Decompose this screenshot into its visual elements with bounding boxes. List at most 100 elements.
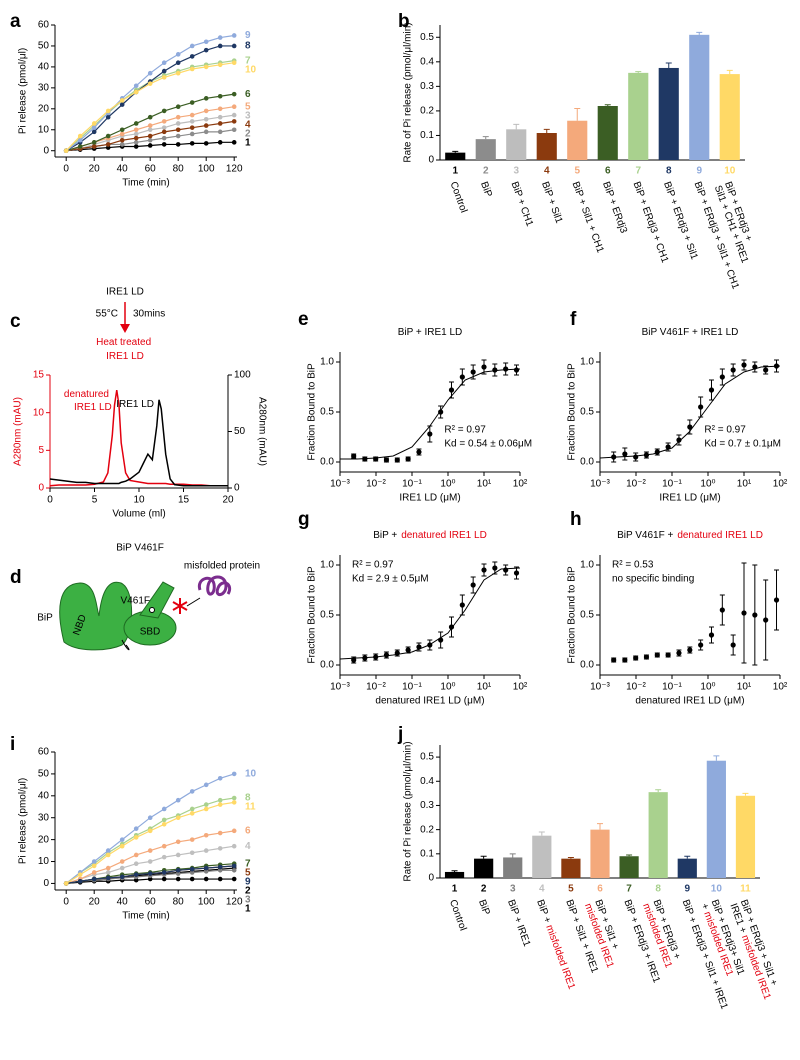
data-point (231, 60, 237, 66)
data-point (730, 642, 736, 648)
data-point (459, 602, 465, 608)
error-bar (713, 755, 720, 761)
data-point (622, 657, 628, 663)
data-point (91, 125, 97, 130)
text-segment: Control (448, 180, 469, 214)
data-point (752, 364, 758, 370)
text-segment: BiP + Sil1 (539, 180, 564, 225)
data-point (394, 650, 400, 656)
data-point (362, 456, 368, 462)
category-number: 1 (452, 884, 458, 895)
data-point (231, 104, 237, 110)
y-axis-label: Rate of Pi release (pmol/μl/min) (403, 741, 414, 881)
data-point (643, 452, 650, 458)
bar (445, 152, 466, 160)
y-tick-label: 0.3 (420, 800, 434, 811)
data-point (611, 454, 617, 460)
data-point (147, 127, 153, 133)
data-point (470, 369, 476, 375)
data-point (611, 657, 617, 663)
x-tick-label: 10⁻² (366, 479, 386, 490)
data-point (175, 127, 181, 133)
data-point (719, 607, 725, 613)
category-number: 1 (452, 166, 458, 177)
data-point (189, 806, 195, 812)
data-point (217, 62, 223, 68)
data-point (189, 811, 195, 816)
data-point (231, 112, 237, 118)
data-point (189, 876, 195, 882)
x-tick-label: 0 (63, 897, 69, 908)
data-point (203, 64, 209, 70)
data-point (752, 612, 758, 618)
y-tick-label: 30 (38, 82, 50, 93)
linker (121, 639, 130, 651)
category-number: 11 (740, 884, 751, 895)
y-tick-label: 10 (33, 407, 45, 418)
data-point (175, 871, 181, 876)
sbd-lid (139, 581, 175, 619)
text-segment: BiP + IRE1 (505, 898, 532, 948)
text-segment: BiP + Sil1 + CH1 (570, 180, 606, 255)
data-point (231, 795, 237, 801)
data-point (105, 114, 111, 120)
data-point (133, 877, 139, 883)
panel-letter: d (10, 567, 22, 588)
text-segment: BiP + CH1 (509, 180, 535, 228)
y-tick-label: 1.0 (320, 357, 334, 368)
text-line: denatured (64, 389, 112, 400)
data-point (708, 387, 715, 393)
category-number: 3 (513, 166, 519, 177)
y-tick-label: 0 (428, 155, 434, 166)
nbd-domain (59, 581, 133, 651)
data-point (416, 644, 422, 650)
data-point (217, 121, 223, 126)
data-point (231, 33, 237, 38)
y-tick-label: 0.4 (420, 56, 434, 67)
data-point (161, 142, 167, 147)
data-point (133, 852, 139, 858)
data-point (119, 137, 125, 143)
data-point (161, 135, 167, 141)
bar (689, 34, 710, 161)
y-tick-label: 40 (38, 790, 50, 801)
data-point (147, 137, 153, 143)
series-label: 6 (245, 89, 251, 100)
x-tick-label: 40 (117, 897, 129, 908)
series-label: 1 (245, 903, 251, 914)
x-tick-label: 10⁻² (626, 682, 646, 693)
data-point (147, 133, 153, 139)
data-point (676, 650, 682, 656)
y-tick-label: 0.5 (580, 407, 594, 418)
data-point (643, 654, 650, 660)
data-point (741, 362, 747, 368)
bar (475, 139, 496, 160)
error-bar (543, 128, 550, 133)
y-axis-label: Pi release (pmol/μl) (18, 778, 29, 864)
data-point (77, 133, 83, 139)
data-point (105, 852, 111, 858)
text-segment: BiP + ERdj3 (600, 180, 629, 235)
data-point (373, 456, 379, 462)
data-point (161, 129, 167, 135)
bar (561, 858, 581, 878)
data-point (676, 437, 682, 443)
y-tick-label: 60 (38, 747, 50, 758)
panel-letter: j (397, 724, 403, 745)
x-tick-label: 10⁻¹ (402, 682, 422, 693)
series-label: 3 (245, 894, 251, 905)
category-number: 7 (635, 166, 641, 177)
data-point (133, 131, 139, 137)
series-label: denatured IRE1 LD (64, 389, 112, 413)
text-line: IRE1 LD (106, 351, 144, 362)
data-point (119, 102, 125, 107)
x-tick-label: 5 (92, 495, 98, 506)
bar (735, 795, 756, 878)
x-tick-label: 10⁰ (700, 479, 715, 490)
y-tick-label: 0.5 (580, 610, 594, 621)
x-tick-label: 100 (198, 897, 215, 908)
error-bar (452, 150, 459, 153)
x-tick-label: 80 (173, 897, 185, 908)
annotation: Kd = 0.54 ± 0.06μM (444, 439, 532, 450)
data-point (133, 135, 139, 141)
